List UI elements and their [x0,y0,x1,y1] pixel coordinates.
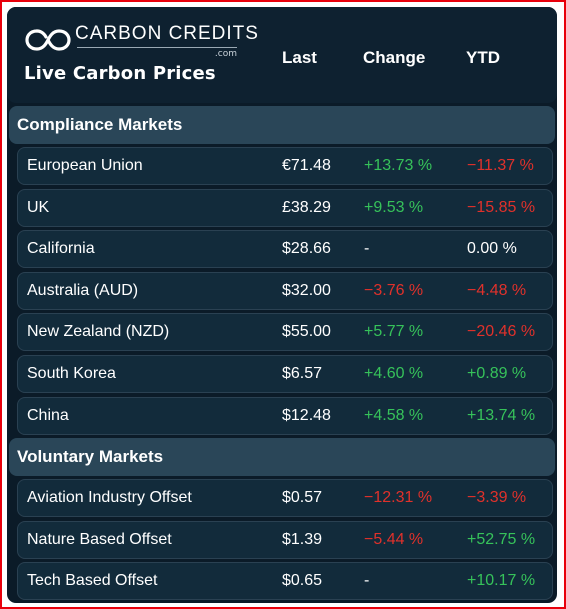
market-name: Aviation Industry Offset [27,489,192,506]
last-price: $12.48 [282,406,331,424]
change-value: +13.73 % [364,157,433,174]
change-value: +4.60 % [364,365,424,382]
market-name: Australia (AUD) [27,281,139,299]
change-value: - [364,572,370,590]
brand-name: CARBON CREDITS [75,23,259,44]
change-value: −12.31 % [364,489,433,506]
infinity-loop-icon [25,29,71,51]
carbon-prices-panel: CARBON CREDITS .com Live Carbon Prices L… [7,7,557,603]
last-price: $55.00 [282,323,331,341]
change-value: +4.58 % [364,406,424,424]
market-name: Nature Based Offset [27,530,172,548]
brand-domain: .com [77,47,237,59]
panel-header: CARBON CREDITS .com Live Carbon Prices L… [7,7,557,103]
column-header-last: Last [282,48,317,67]
change-value: −3.76 % [364,281,424,299]
market-row[interactable]: New Zealand (NZD) $55.00 +5.77 % −20.46 % [17,313,553,352]
ytd-value: −15.85 % [467,198,536,216]
market-row[interactable]: Australia (AUD) $32.00 −3.76 % −4.48 % [17,271,553,310]
last-price: $6.57 [282,365,323,382]
market-row[interactable]: Aviation Industry Offset $0.57 −12.31 % −3.… [17,479,553,517]
section-title: Compliance Markets [17,115,183,134]
change-value: +9.53 % [364,198,424,216]
market-row[interactable]: South Korea $6.57 +4.60 % +0.89 % [17,355,553,393]
last-price: $1.39 [282,530,323,548]
market-name: California [27,240,95,258]
ytd-value: +52.75 % [467,530,536,548]
market-row[interactable]: Nature Based Offset $1.39 −5.44 % +52.75 % [17,520,553,559]
market-row[interactable]: UK £38.29 +9.53 % −15.85 % [17,188,553,227]
last-price: $0.57 [282,489,323,506]
column-header-ytd: YTD [466,48,500,67]
market-name: Tech Based Offset [27,572,158,590]
market-row[interactable]: China $12.48 +4.58 % +13.74 % [17,396,553,435]
ytd-value: −4.48 % [467,281,527,299]
ytd-value: +10.17 % [467,572,536,590]
section-header: Compliance Markets [9,106,555,144]
section-header: Voluntary Markets [9,438,555,476]
ytd-value: 0.00 % [467,240,517,258]
section-title: Voluntary Markets [17,447,164,466]
market-name: European Union [27,157,143,174]
last-price: €71.48 [282,157,331,174]
market-row[interactable]: California $28.66 - 0.00 % [17,230,553,269]
market-row[interactable]: Tech Based Offset $0.65 - +10.17 % [17,562,553,601]
market-name: South Korea [27,365,116,382]
market-row[interactable]: European Union €71.48 +13.73 % −11.37 % [17,147,553,185]
market-name: China [27,406,69,424]
ytd-value: −3.39 % [467,489,527,506]
last-price: $32.00 [282,281,331,299]
carbon-credits-logo[interactable]: CARBON CREDITS .com [25,21,258,61]
ytd-value: −11.37 % [467,157,534,174]
change-value: - [364,240,370,258]
last-price: $0.65 [282,572,323,590]
last-price: £38.29 [282,198,331,216]
market-name: New Zealand (NZD) [27,323,170,341]
change-value: +5.77 % [364,323,424,341]
ytd-value: −20.46 % [467,323,536,341]
panel-title: Live Carbon Prices [24,63,216,84]
column-header-change: Change [363,48,426,67]
ytd-value: +13.74 % [467,406,536,424]
last-price: $28.66 [282,240,331,258]
change-value: −5.44 % [364,530,424,548]
ytd-value: +0.89 % [467,365,527,382]
market-name: UK [27,198,50,216]
